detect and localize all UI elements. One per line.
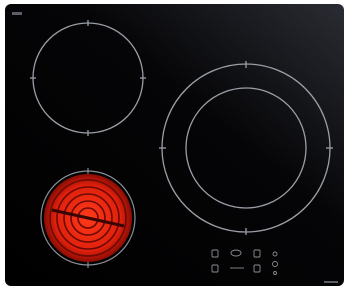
page bbox=[0, 0, 349, 297]
brand-mark bbox=[324, 281, 338, 283]
hob-image bbox=[0, 0, 349, 297]
logo-mark bbox=[12, 12, 22, 15]
